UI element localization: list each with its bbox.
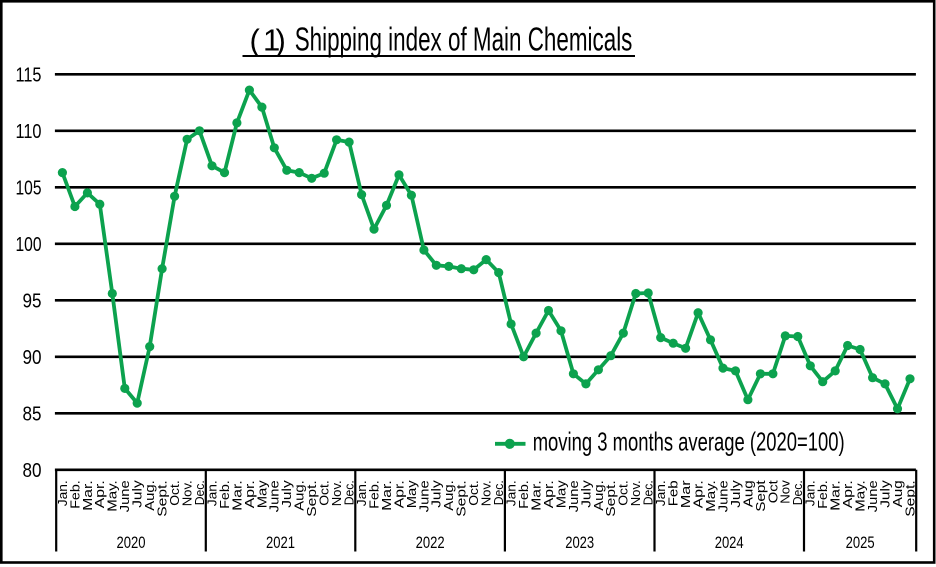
svg-text:June: June <box>566 480 581 512</box>
svg-text:May: May <box>553 480 568 508</box>
svg-text:Apr.: Apr. <box>840 480 855 508</box>
svg-text:Nov.: Nov. <box>180 480 195 506</box>
svg-text:Aug.: Aug. <box>292 480 307 511</box>
svg-text:Dec.: Dec. <box>790 480 805 505</box>
svg-text:Sept.: Sept. <box>304 480 319 517</box>
svg-text:June: June <box>117 480 132 512</box>
svg-text:Nov: Nov <box>778 480 793 504</box>
svg-text:Aug: Aug <box>890 480 905 507</box>
svg-text:(1): (1) <box>250 23 286 58</box>
svg-text:2022: 2022 <box>416 533 445 552</box>
svg-text:Jan.: Jan. <box>803 480 818 506</box>
svg-text:105: 105 <box>16 177 42 200</box>
svg-text:Shipping index of Main Chemica: Shipping index of Main Chemicals <box>295 21 633 58</box>
svg-text:Mar.: Mar. <box>229 480 244 511</box>
svg-text:2025: 2025 <box>846 533 875 552</box>
svg-text:Feb.: Feb. <box>217 480 232 509</box>
svg-text:100: 100 <box>16 233 42 256</box>
svg-text:June: June <box>267 480 282 512</box>
svg-text:July: July <box>429 480 444 508</box>
svg-text:2024: 2024 <box>715 533 744 552</box>
svg-text:Oct: Oct <box>765 480 780 503</box>
svg-text:Dec.: Dec. <box>192 480 207 505</box>
svg-text:June: June <box>715 480 730 512</box>
svg-text:Aug.: Aug. <box>441 480 456 511</box>
svg-text:Apr.: Apr. <box>242 480 257 508</box>
svg-text:Mar: Mar <box>678 480 693 509</box>
svg-text:Jan.: Jan. <box>653 480 668 506</box>
svg-text:June: June <box>416 480 431 512</box>
svg-text:Oct.: Oct. <box>167 480 182 506</box>
svg-text:Jan.: Jan. <box>204 480 219 506</box>
svg-text:95: 95 <box>23 290 42 313</box>
svg-text:2021: 2021 <box>266 533 295 552</box>
svg-text:May: May <box>254 480 269 508</box>
svg-text:Dec.: Dec. <box>641 480 656 505</box>
svg-text:July: July <box>130 480 145 508</box>
svg-text:Dec.: Dec. <box>491 480 506 505</box>
svg-text:Nov.: Nov. <box>329 480 344 506</box>
svg-text:July: July <box>728 480 743 508</box>
svg-text:May: May <box>404 480 419 508</box>
svg-text:Mar.: Mar. <box>80 480 95 511</box>
svg-text:Sept: Sept <box>753 480 768 512</box>
svg-text:moving 3 months average (2020=: moving 3 months average (2020=100) <box>533 427 845 457</box>
svg-text:Mar.: Mar. <box>529 480 544 511</box>
svg-text:Apr.: Apr. <box>691 480 706 508</box>
svg-text:Feb.: Feb. <box>67 480 82 509</box>
svg-text:Apr.: Apr. <box>541 480 556 508</box>
svg-text:May.: May. <box>105 480 120 512</box>
svg-text:2020: 2020 <box>117 533 146 552</box>
svg-text:Jan.: Jan. <box>504 480 519 506</box>
svg-text:110: 110 <box>16 120 42 143</box>
svg-text:90: 90 <box>23 346 42 369</box>
svg-text:Jan.: Jan. <box>354 480 369 506</box>
svg-text:Sept.: Sept. <box>603 480 618 517</box>
svg-text:Sept.: Sept. <box>155 480 170 517</box>
svg-text:85: 85 <box>23 403 42 426</box>
svg-text:Nov.: Nov. <box>628 480 643 506</box>
svg-text:Oct.: Oct. <box>317 480 332 506</box>
svg-text:Feb.: Feb. <box>516 480 531 509</box>
svg-text:Sept.: Sept. <box>902 480 917 517</box>
svg-text:July: July <box>578 480 593 508</box>
svg-text:Feb.: Feb. <box>366 480 381 509</box>
svg-text:Feb.: Feb. <box>815 480 830 509</box>
svg-text:June: June <box>865 480 880 512</box>
svg-text:July: July <box>877 480 892 508</box>
svg-text:Apr.: Apr. <box>391 480 406 508</box>
svg-text:Sept.: Sept. <box>454 480 469 517</box>
svg-text:80: 80 <box>23 459 42 482</box>
svg-text:Mar.: Mar. <box>828 480 843 511</box>
svg-text:May.: May. <box>703 480 718 512</box>
svg-text:May.: May. <box>853 480 868 512</box>
svg-text:Aug: Aug <box>740 480 755 507</box>
svg-text:115: 115 <box>16 64 42 87</box>
svg-text:Dec.: Dec. <box>342 480 357 505</box>
svg-text:Mar.: Mar. <box>379 480 394 511</box>
svg-text:Aug.: Aug. <box>591 480 606 511</box>
svg-text:Nov.: Nov. <box>479 480 494 506</box>
svg-text:Oct.: Oct. <box>466 480 481 506</box>
svg-text:Oct.: Oct. <box>616 480 631 506</box>
svg-text:Feb: Feb <box>666 480 681 506</box>
svg-text:Apr.: Apr. <box>92 480 107 508</box>
svg-text:2023: 2023 <box>565 533 594 552</box>
svg-text:Jan.: Jan. <box>55 480 70 506</box>
svg-text:July: July <box>279 480 294 508</box>
svg-text:Aug.: Aug. <box>142 480 157 511</box>
